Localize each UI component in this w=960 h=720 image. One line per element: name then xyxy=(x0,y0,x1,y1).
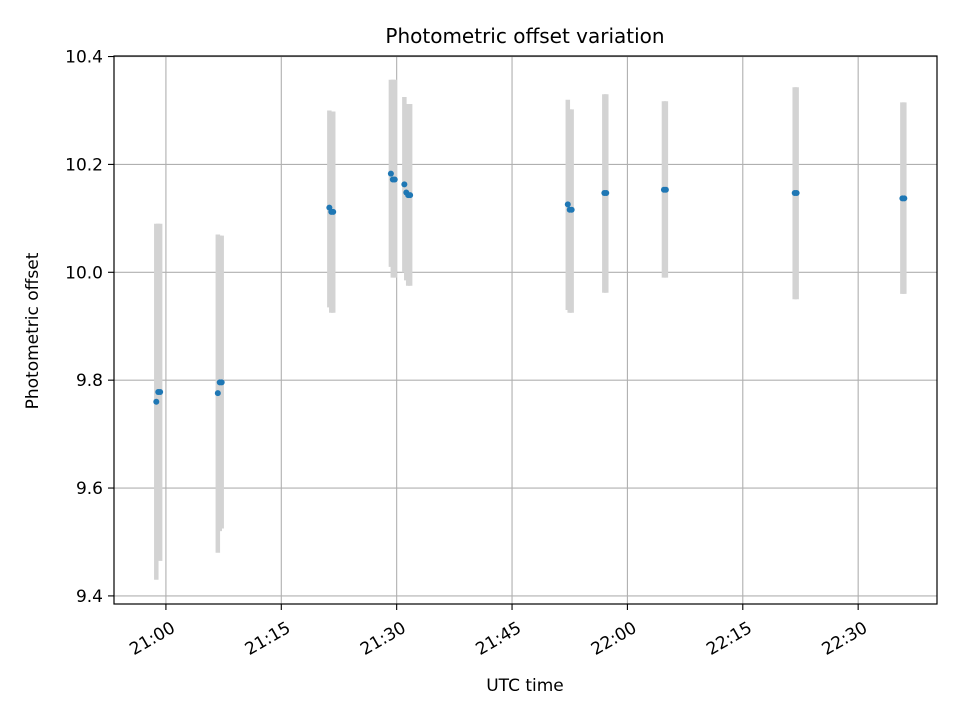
y-tick-label: 10.4 xyxy=(65,48,103,68)
y-axis-label: Photometric offset xyxy=(23,252,43,409)
data-points xyxy=(153,170,908,405)
data-point xyxy=(153,398,160,405)
chart-title: Photometric offset variation xyxy=(385,24,664,48)
data-point xyxy=(330,208,337,215)
y-tick-label: 9.8 xyxy=(76,371,103,391)
y-tick-label: 10.2 xyxy=(65,155,103,175)
data-point xyxy=(568,206,575,213)
data-point xyxy=(214,390,221,397)
data-point xyxy=(401,181,408,188)
plot-frame xyxy=(113,55,938,605)
y-axis-ticks: 9.4 9.6 9.8 10.0 10.2 10.4 xyxy=(65,48,114,607)
x-axis-label: UTC time xyxy=(486,676,564,696)
data-point xyxy=(603,190,610,196)
data-point xyxy=(157,389,164,396)
y-tick-label: 9.4 xyxy=(76,587,103,607)
data-point xyxy=(387,170,394,177)
data-point xyxy=(407,192,414,199)
y-tick-label: 10.0 xyxy=(65,263,103,283)
y-tick-label: 9.6 xyxy=(76,479,103,499)
data-point xyxy=(218,379,225,386)
data-point xyxy=(564,201,571,208)
data-point xyxy=(662,186,669,193)
data-point xyxy=(391,176,398,183)
data-point xyxy=(793,190,800,196)
data-point xyxy=(901,195,908,202)
